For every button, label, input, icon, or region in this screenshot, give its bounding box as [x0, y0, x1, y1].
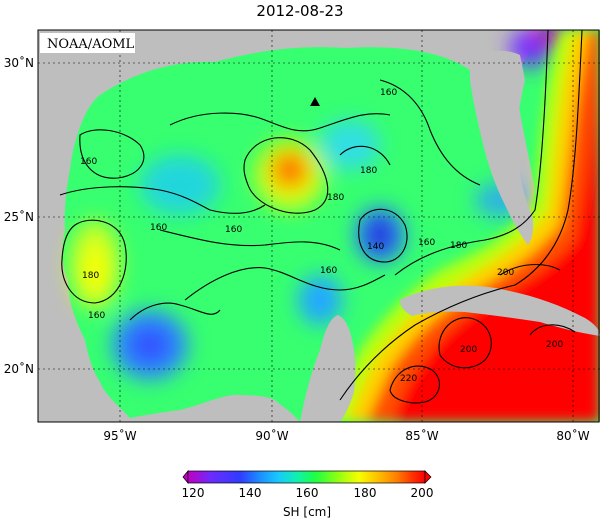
- contour-label: 200: [497, 268, 514, 278]
- triangle-marker: [310, 97, 320, 106]
- map-area: 160 160 160 160 160 180 180 140 160 180 …: [38, 30, 600, 422]
- florida: [470, 50, 534, 245]
- contour-label: 160: [80, 157, 97, 167]
- colorbar-tick: 180: [354, 486, 377, 500]
- contour-label: 160: [320, 266, 337, 276]
- contour-label: 180: [360, 166, 377, 176]
- contour-label: 180: [327, 193, 344, 203]
- contour-label: 180: [450, 241, 467, 251]
- contour-label: 160: [418, 238, 435, 248]
- map-title: 2012-08-23: [256, 2, 344, 20]
- colorbar: 120 140 160 180 200 SH [cm]: [182, 470, 434, 519]
- colorbar-gradient: [187, 470, 426, 484]
- cuba: [400, 285, 600, 336]
- colorbar-tick: 200: [411, 486, 434, 500]
- contour-label: 200: [546, 340, 563, 350]
- contours: [59, 30, 583, 404]
- colorbar-low-arrow: [182, 470, 189, 484]
- x-tick-label: 80˚W: [556, 428, 589, 443]
- source-label-box: [40, 33, 135, 53]
- colorbar-label: SH [cm]: [283, 505, 331, 519]
- x-tick-label: 95˚W: [103, 428, 136, 443]
- y-tick-label: 25˚N: [4, 209, 34, 224]
- colorbar-tick: 140: [239, 486, 262, 500]
- loop-current: [330, 30, 600, 422]
- yucatan: [300, 315, 356, 422]
- y-tick-label: 30˚N: [4, 55, 34, 70]
- colorbar-tick: 160: [296, 486, 319, 500]
- x-tick-label: 90˚W: [255, 428, 288, 443]
- map-frame: [37, 29, 600, 423]
- contour-label: 160: [380, 88, 397, 98]
- contour-label: 180: [82, 271, 99, 281]
- colorbar-high-arrow: [424, 470, 432, 484]
- contour-label: 140: [367, 242, 384, 252]
- sst-field: [70, 30, 568, 380]
- y-tick-label: 20˚N: [4, 361, 34, 376]
- colorbar-tick: 120: [182, 486, 205, 500]
- x-tick-label: 85˚W: [405, 428, 438, 443]
- contour-label: 200: [460, 345, 477, 355]
- contour-label: 160: [150, 223, 167, 233]
- graticule: [38, 30, 600, 422]
- source-label: NOAA/AOML: [47, 37, 135, 52]
- contour-label: 160: [88, 311, 105, 321]
- contour-label: 220: [400, 374, 417, 384]
- contour-label-group: 160 160 160 160 160 180 180 140 160 180 …: [80, 88, 563, 384]
- contour-label: 160: [225, 225, 242, 235]
